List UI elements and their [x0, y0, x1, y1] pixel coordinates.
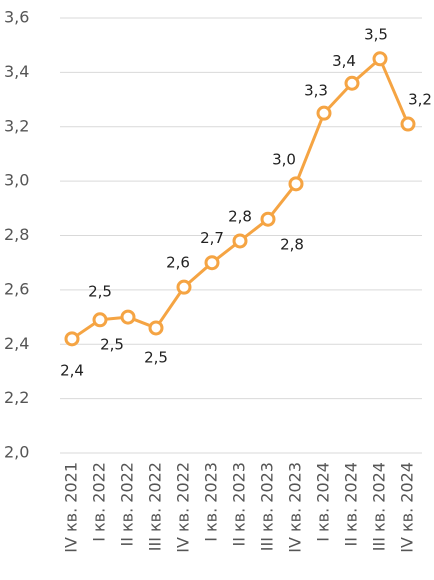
data-label: 2,5: [88, 282, 112, 300]
data-label: 2,6: [166, 254, 190, 272]
x-tick-label: III кв. 2024: [370, 462, 389, 551]
x-tick-label: III кв. 2023: [258, 462, 277, 551]
y-tick-label: 2,0: [4, 443, 29, 462]
data-label: 3,3: [304, 82, 328, 100]
x-tick-label: IV кв. 2021: [62, 462, 81, 553]
marker: [92, 312, 108, 328]
x-tick-label: III кв. 2022: [146, 462, 165, 551]
x-tick-label: I кв. 2024: [314, 462, 333, 542]
marker: [260, 211, 276, 227]
x-tick-label: IV кв. 2022: [174, 462, 193, 553]
marker: [400, 116, 416, 132]
x-tick-label: II кв. 2022: [118, 462, 137, 547]
x-tick-label: II кв. 2024: [342, 462, 361, 547]
y-tick-label: 2,8: [4, 225, 29, 244]
x-tick-label: II кв. 2023: [230, 462, 249, 547]
marker: [316, 105, 332, 121]
data-label: 2,5: [100, 336, 124, 354]
data-label: 3,2: [408, 91, 432, 109]
x-tick-label: I кв. 2022: [90, 462, 109, 542]
data-label: 2,8: [280, 236, 304, 254]
data-label: 2,8: [228, 207, 252, 225]
x-tick-label: I кв. 2023: [202, 462, 221, 542]
y-tick-label: 2,6: [4, 279, 29, 298]
x-tick-label: IV кв. 2024: [398, 462, 417, 553]
marker: [148, 320, 164, 336]
data-label: 2,7: [200, 229, 224, 247]
data-label: 2,4: [60, 361, 84, 379]
line: [71, 57, 410, 341]
marker: [64, 331, 80, 347]
data-label: 3,4: [332, 52, 356, 70]
marker: [120, 309, 136, 325]
y-tick-label: 3,6: [4, 8, 29, 27]
marker: [288, 176, 304, 192]
y-tick-label: 3,2: [4, 116, 29, 135]
marker: [344, 75, 360, 91]
marker: [232, 233, 248, 249]
y-tick-label: 2,2: [4, 388, 29, 407]
y-tick-label: 2,4: [4, 334, 29, 353]
data-label: 2,5: [144, 348, 168, 366]
marker: [176, 279, 192, 295]
data-label: 3,0: [272, 150, 296, 168]
x-tick-label: IV кв. 2023: [286, 462, 305, 553]
marker: [372, 51, 388, 67]
marker: [204, 255, 220, 271]
data-label: 3,5: [364, 25, 388, 43]
y-tick-label: 3,4: [4, 62, 29, 81]
y-tick-label: 3,0: [4, 171, 29, 190]
